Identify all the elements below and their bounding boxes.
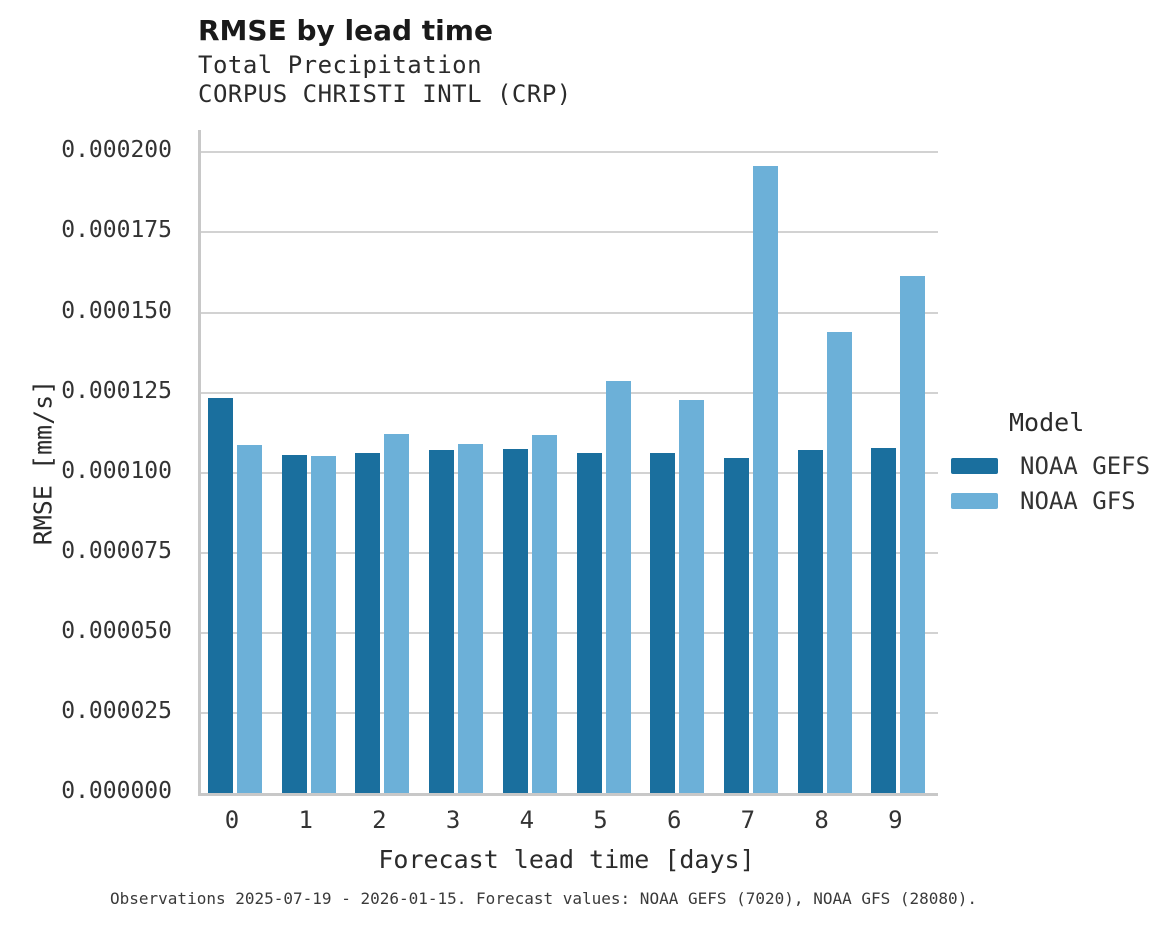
- bar-noaa-gefs-6: [650, 453, 676, 793]
- gridline-y-0.000100: [201, 471, 938, 474]
- gridline-y-0.000200: [201, 151, 938, 154]
- gridline-y-0.000125: [201, 391, 938, 394]
- ytick-label: 0.000100: [61, 457, 172, 484]
- xtick-label: 0: [224, 806, 240, 834]
- bar-noaa-gefs-5: [576, 453, 602, 793]
- bar-noaa-gfs-5: [605, 381, 631, 793]
- bar-noaa-gfs-3: [458, 444, 484, 793]
- bar-noaa-gfs-7: [752, 166, 778, 793]
- plot-area: [198, 130, 938, 796]
- bar-noaa-gefs-2: [355, 453, 381, 793]
- bar-noaa-gfs-0: [237, 445, 262, 793]
- gridline-y-0.000175: [201, 231, 938, 234]
- gridline-y-0.000050: [201, 631, 938, 634]
- legend-entry-noaa-gefs: NOAA GEFS: [951, 448, 1150, 483]
- gridline-y-0.000025: [201, 711, 938, 714]
- legend-label: NOAA GEFS: [1020, 451, 1151, 480]
- ytick-label: 0.000025: [61, 697, 172, 724]
- x-axis-label: Forecast lead time [days]: [378, 845, 755, 874]
- bar-noaa-gfs-8: [826, 332, 852, 793]
- bar-noaa-gefs-0: [208, 398, 233, 793]
- legend-title: Model: [1009, 408, 1085, 437]
- xtick-label: 3: [445, 806, 461, 834]
- bar-noaa-gefs-4: [502, 449, 528, 793]
- legend: NOAA GEFS NOAA GFS: [951, 448, 1150, 518]
- bar-noaa-gfs-6: [679, 400, 705, 793]
- bar-noaa-gefs-9: [871, 448, 897, 793]
- bar-noaa-gfs-1: [310, 456, 336, 793]
- legend-label: NOAA GFS: [1020, 486, 1136, 515]
- xtick-label: 6: [666, 806, 682, 834]
- xtick-label: 2: [372, 806, 387, 834]
- xtick-label: 8: [814, 806, 829, 834]
- xtick-label: 7: [740, 806, 756, 834]
- legend-entry-noaa-gfs: NOAA GFS: [951, 483, 1150, 518]
- bar-noaa-gefs-8: [797, 450, 823, 793]
- chart-caption: Observations 2025-07-19 - 2026-01-15. Fo…: [110, 889, 977, 908]
- legend-swatch: [951, 492, 998, 509]
- ytick-label: 0.000125: [61, 377, 172, 404]
- bar-noaa-gfs-4: [531, 435, 557, 793]
- xtick-label: 1: [298, 806, 313, 834]
- legend-swatch: [951, 457, 998, 474]
- chart-subtitle-variable: Total Precipitation: [198, 51, 483, 79]
- bar-noaa-gfs-2: [384, 434, 410, 793]
- ytick-label: 0.000075: [61, 537, 172, 564]
- xtick-label: 9: [888, 806, 903, 834]
- xtick-label: 4: [519, 806, 535, 834]
- ytick-label: 0.000200: [61, 137, 172, 164]
- bar-noaa-gfs-9: [900, 276, 926, 793]
- gridline-y-0.000075: [201, 551, 938, 554]
- bar-noaa-gefs-1: [281, 455, 307, 793]
- bar-noaa-gefs-3: [429, 450, 455, 793]
- xtick-label: 5: [593, 806, 608, 834]
- ytick-label: 0.000150: [61, 297, 172, 324]
- chart-subtitle-station: CORPUS CHRISTI INTL (CRP): [198, 80, 572, 108]
- bar-noaa-gefs-7: [723, 458, 749, 793]
- ytick-label: 0.000175: [61, 217, 172, 244]
- gridline-y-0.000150: [201, 311, 938, 314]
- ytick-label: 0.000050: [61, 617, 172, 644]
- ytick-label: 0.000000: [61, 778, 172, 804]
- chart-title: RMSE by lead time: [198, 14, 493, 47]
